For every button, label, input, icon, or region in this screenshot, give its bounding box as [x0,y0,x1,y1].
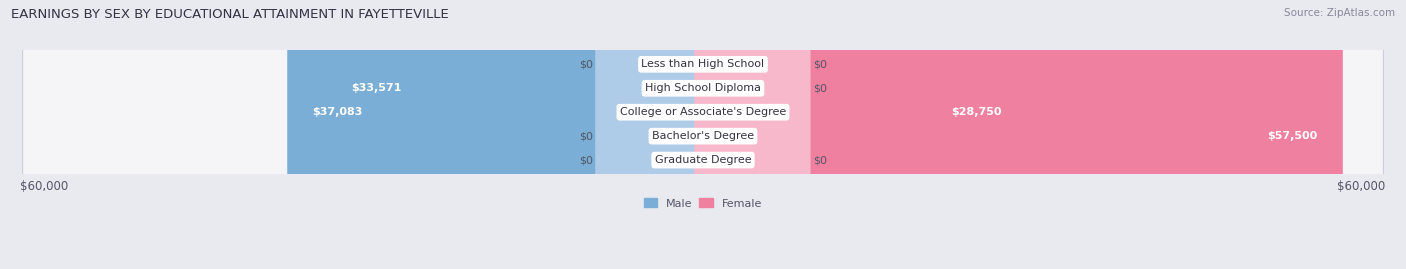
FancyBboxPatch shape [695,0,1343,269]
FancyBboxPatch shape [695,0,810,269]
Text: $57,500: $57,500 [1267,131,1317,141]
Text: Less than High School: Less than High School [641,59,765,69]
FancyBboxPatch shape [695,0,1028,269]
Text: Graduate Degree: Graduate Degree [655,155,751,165]
FancyBboxPatch shape [22,0,1384,269]
FancyBboxPatch shape [596,0,711,269]
FancyBboxPatch shape [695,0,810,269]
FancyBboxPatch shape [596,0,711,269]
Text: Source: ZipAtlas.com: Source: ZipAtlas.com [1284,8,1395,18]
FancyBboxPatch shape [22,0,1384,269]
FancyBboxPatch shape [695,0,810,269]
FancyBboxPatch shape [326,0,711,269]
Text: $37,083: $37,083 [312,107,363,117]
FancyBboxPatch shape [22,0,1384,269]
FancyBboxPatch shape [596,0,711,269]
Text: $0: $0 [813,59,827,69]
Text: $0: $0 [813,155,827,165]
FancyBboxPatch shape [22,0,1384,269]
Text: $0: $0 [579,131,593,141]
Legend: Male, Female: Male, Female [644,198,762,209]
Text: $0: $0 [813,83,827,93]
Text: $28,750: $28,750 [952,107,1002,117]
Text: High School Diploma: High School Diploma [645,83,761,93]
Text: EARNINGS BY SEX BY EDUCATIONAL ATTAINMENT IN FAYETTEVILLE: EARNINGS BY SEX BY EDUCATIONAL ATTAINMEN… [11,8,449,21]
FancyBboxPatch shape [287,0,711,269]
Text: College or Associate's Degree: College or Associate's Degree [620,107,786,117]
Text: $0: $0 [579,59,593,69]
Text: Bachelor's Degree: Bachelor's Degree [652,131,754,141]
FancyBboxPatch shape [22,0,1384,269]
Text: $0: $0 [579,155,593,165]
Text: $33,571: $33,571 [352,83,401,93]
